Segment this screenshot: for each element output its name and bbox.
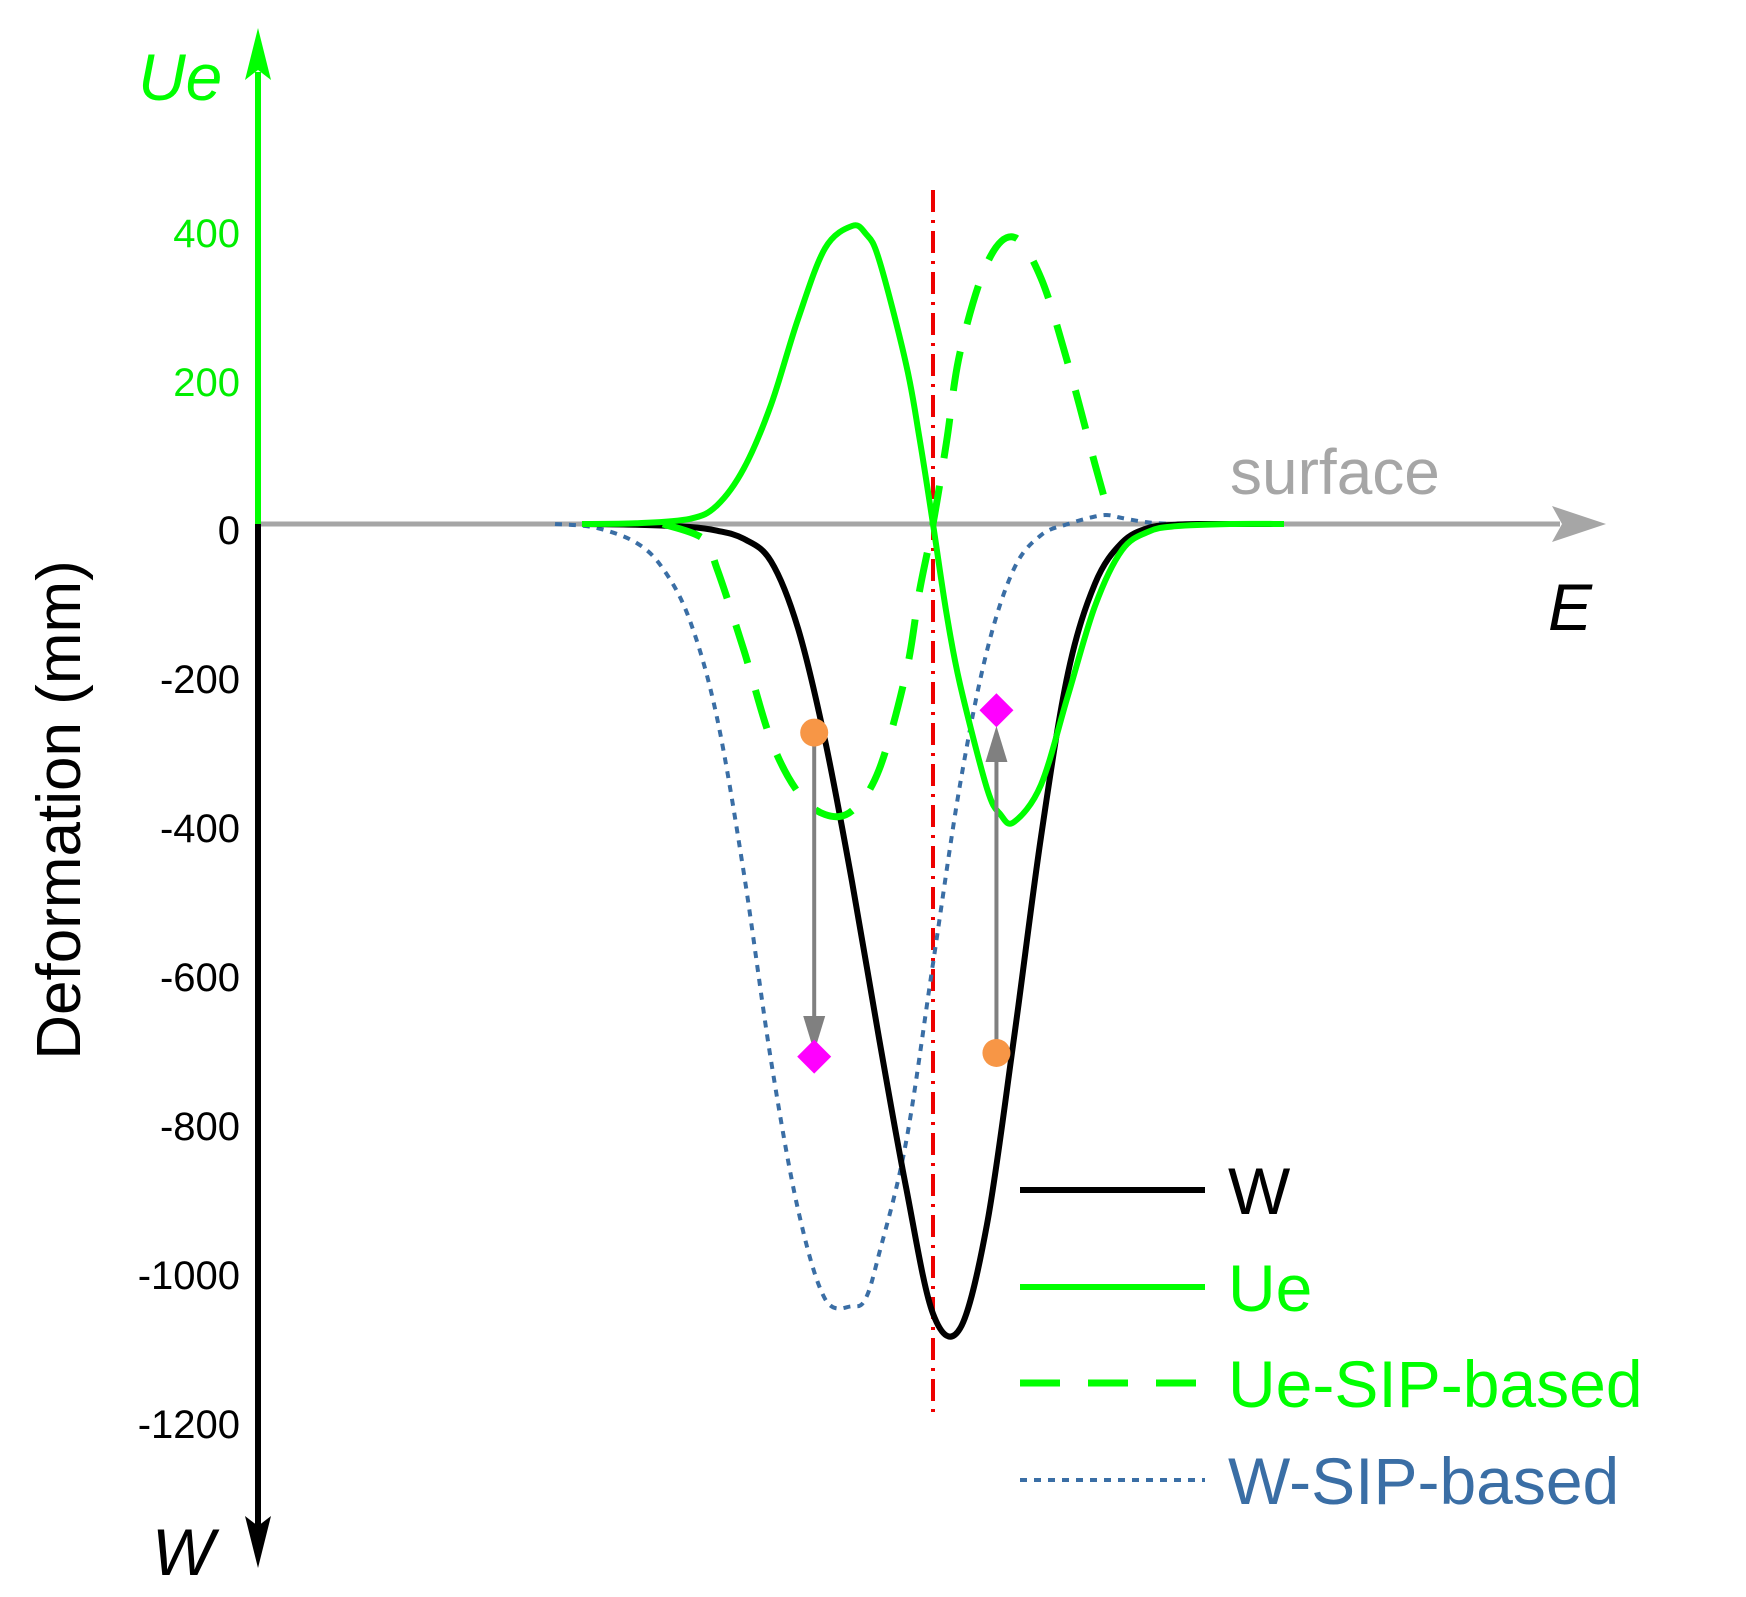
series-w-sip-based: [554, 512, 1177, 1311]
w-tick-labels: 0 -200 -400 -600 -800 -1000 -1200: [138, 509, 240, 1447]
surface-label: surface: [1230, 436, 1440, 508]
shift-arrowhead: [985, 726, 1008, 763]
axes: [245, 28, 1606, 1568]
w-axis-arrowhead: [245, 1516, 271, 1568]
point-markers: [797, 693, 1014, 1074]
series-ue-sip-based: [661, 233, 1112, 821]
ue-tick-labels: 400 200: [173, 212, 240, 405]
ue-tick-label: 200: [173, 361, 240, 405]
y-axis-title: Deformation (mm): [25, 560, 94, 1060]
surface-arrowhead: [1552, 506, 1606, 542]
series-ue: [581, 222, 1285, 827]
w-tick-label: -800: [160, 1105, 240, 1149]
w-tick-label: -1200: [138, 1403, 240, 1447]
w-tick-label: -600: [160, 956, 240, 1000]
magenta-diamond-marker: [797, 1039, 832, 1074]
magenta-diamond-marker: [979, 693, 1014, 728]
w-tick-label: 0: [218, 509, 240, 553]
ue-tick-label: 400: [173, 212, 240, 256]
legend: W Ue Ue-SIP-based W-SIP-based: [1020, 1154, 1643, 1518]
legend-label-w-sip: W-SIP-based: [1228, 1444, 1619, 1518]
w-axis-label: W: [152, 1515, 220, 1589]
orange-circle-marker: [982, 1038, 1011, 1067]
legend-label-ue: Ue: [1228, 1251, 1312, 1325]
ue-axis-label: Ue: [138, 40, 222, 114]
e-axis-label: E: [1548, 570, 1593, 644]
w-tick-label: -1000: [138, 1254, 240, 1298]
legend-label-w: W: [1228, 1154, 1291, 1228]
series-w: [581, 520, 1284, 1340]
orange-circle-marker: [800, 718, 829, 747]
legend-label-ue-sip: Ue-SIP-based: [1228, 1347, 1643, 1421]
w-tick-label: -400: [160, 807, 240, 851]
shift-arrowhead: [803, 1016, 826, 1053]
ue-axis-arrowhead: [245, 28, 271, 80]
shift-arrows: [803, 726, 1008, 1053]
w-tick-label: -200: [160, 658, 240, 702]
